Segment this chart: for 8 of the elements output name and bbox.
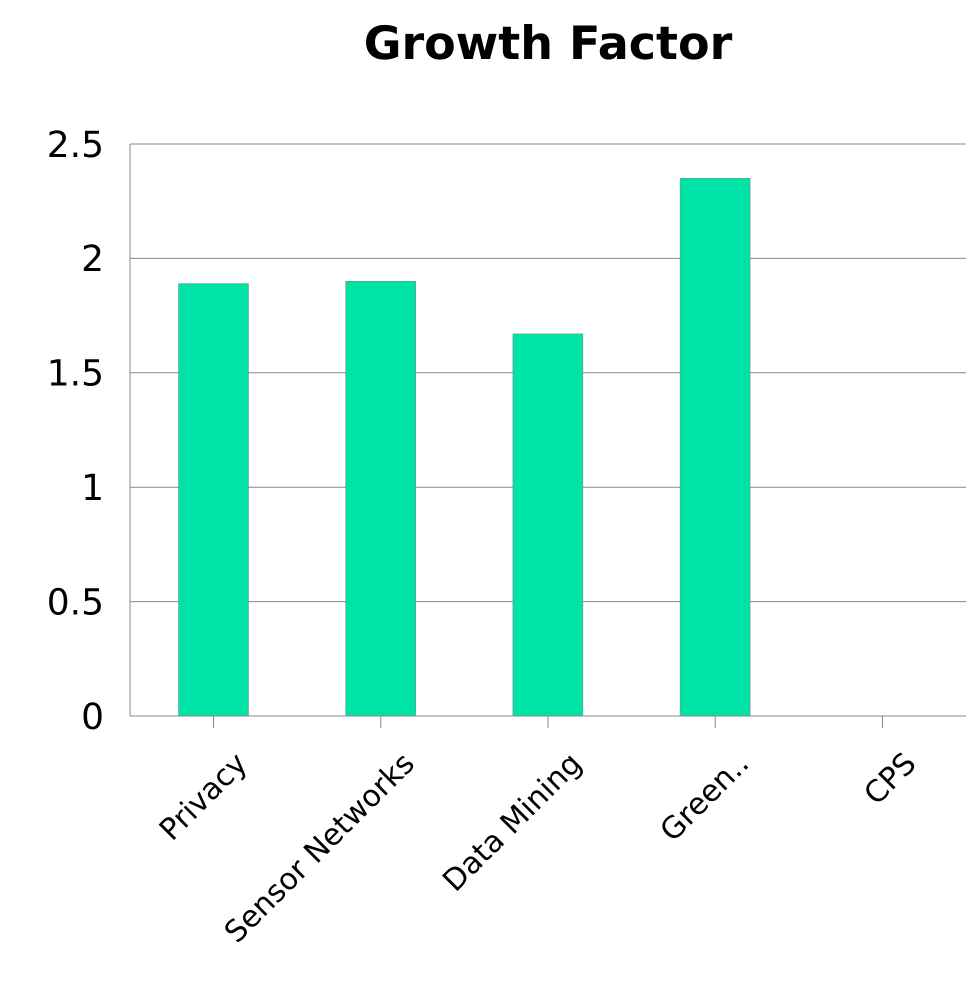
y-tick-label: 1 xyxy=(81,468,104,509)
y-tick-label: 1.5 xyxy=(46,354,104,395)
chart-title: Growth Factor xyxy=(362,16,734,70)
y-tick-label: 0 xyxy=(81,696,104,738)
y-tick-label: 2.5 xyxy=(46,124,104,166)
x-tick-label: CPS xyxy=(858,746,924,812)
y-tick-label: 0.5 xyxy=(46,582,104,624)
y-tick-label: 2 xyxy=(81,239,104,280)
